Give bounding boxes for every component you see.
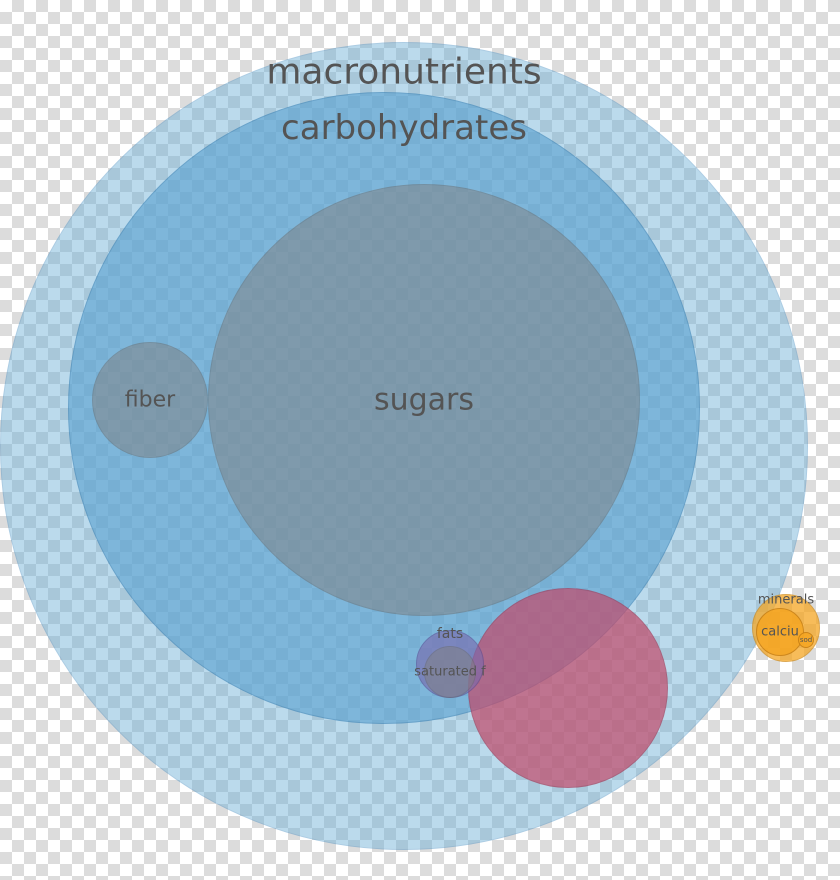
label-calcium: calciu <box>761 625 799 640</box>
label-macronutrients: macronutrients <box>266 52 541 93</box>
label-saturated_fat: saturated f <box>414 665 485 680</box>
circle-protein <box>468 588 668 788</box>
chart-canvas: macronutrients carbohydrates sugars fiber fa… <box>0 0 840 880</box>
label-minerals: minerals <box>758 593 814 608</box>
label-sugars: sugars <box>374 383 474 418</box>
label-carbohydrates: carbohydrates <box>281 108 527 148</box>
label-fats: fats <box>437 626 463 642</box>
label-fiber: fiber <box>125 388 175 413</box>
label-sodium: sod <box>800 636 812 644</box>
